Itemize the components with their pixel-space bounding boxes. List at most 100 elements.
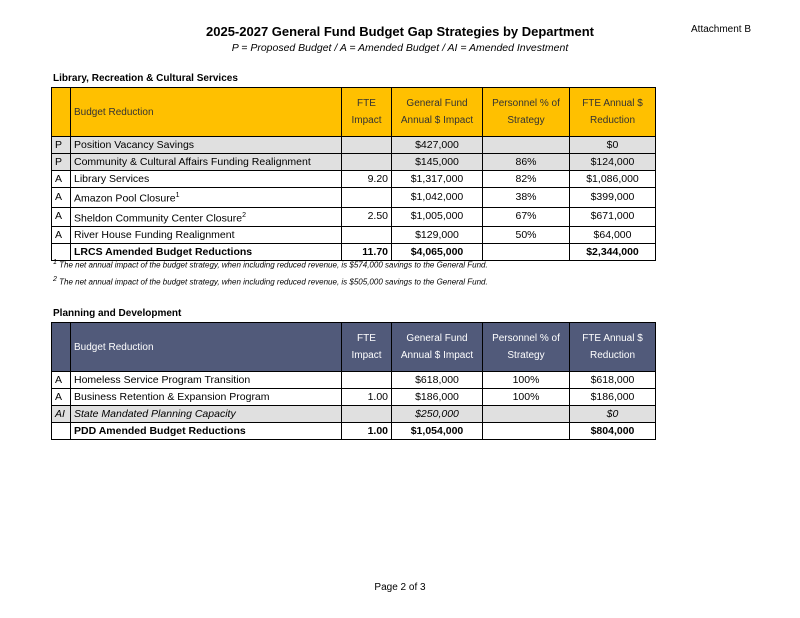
pct-value: 82% bbox=[515, 172, 537, 185]
table-row: A Sheldon Community Center Closure2 2.50 $1… bbox=[51, 206, 656, 227]
cell-type: AI bbox=[51, 405, 71, 423]
fte-value: 11.70 bbox=[362, 245, 388, 258]
cell-gf: $186,000 bbox=[391, 388, 483, 406]
cell-type: A bbox=[51, 371, 71, 389]
header-pct: Personnel % of Strategy bbox=[482, 87, 570, 137]
cell-gf: $618,000 bbox=[391, 371, 483, 389]
name-value: River House Funding Realignment bbox=[74, 228, 235, 241]
fte_red-value: $804,000 bbox=[590, 424, 635, 437]
table-row: A River House Funding Realignment $129,000… bbox=[51, 226, 656, 244]
attachment-label: Attachment B bbox=[691, 24, 752, 35]
header-fte_red: FTE Annual $ Reduction bbox=[569, 322, 656, 372]
cell-pct bbox=[482, 136, 570, 154]
section-title-pdd: Planning and Development bbox=[53, 308, 182, 319]
cell-fte bbox=[341, 226, 392, 244]
cell-name: Homeless Service Program Transition bbox=[70, 371, 342, 389]
cell-fte_red: $618,000 bbox=[569, 371, 656, 389]
name-value: Sheldon Community Center Closure bbox=[74, 212, 243, 224]
fte_red-value: $1,086,000 bbox=[586, 172, 639, 185]
cell-name: Library Services bbox=[70, 170, 342, 188]
footnote-mark: 2 bbox=[53, 276, 57, 283]
cell-pct: 67% bbox=[482, 206, 570, 227]
total-row: LRCS Amended Budget Reductions 11.70 $4,06… bbox=[51, 243, 656, 261]
cell-gf: $1,054,000 bbox=[391, 422, 483, 440]
footnote-2: 2 The net annual impact of the budget st… bbox=[53, 276, 488, 287]
name-value: Amazon Pool Closure bbox=[74, 192, 176, 205]
gf-value: $145,000 bbox=[415, 155, 459, 168]
type-value: AI bbox=[55, 407, 65, 420]
cell-pct bbox=[482, 243, 570, 261]
header-row: Budget Reduction FTE Impact General Fund A… bbox=[51, 87, 656, 137]
fte_red-value: $0 bbox=[606, 138, 619, 151]
cell-fte bbox=[341, 187, 392, 208]
pdd-table: Budget Reduction FTE Impact General Fund A… bbox=[51, 322, 656, 440]
pct-value: 67% bbox=[515, 210, 537, 223]
fte-value: 1.00 bbox=[367, 390, 388, 403]
cell-fte_red: $671,000 bbox=[569, 206, 656, 227]
fte-value: 2.50 bbox=[367, 210, 388, 223]
cell-fte_red: $186,000 bbox=[569, 388, 656, 406]
cell-name: River House Funding Realignment bbox=[70, 226, 342, 244]
cell-fte: 2.50 bbox=[341, 206, 392, 227]
cell-gf: $427,000 bbox=[391, 136, 483, 154]
document-subtitle: P = Proposed Budget / A = Amended Budget… bbox=[231, 42, 569, 54]
table-row: A Library Services 9.20 $1,317,000 82% $1,086… bbox=[51, 170, 656, 188]
name-value: Library Services bbox=[74, 172, 150, 185]
gf-value: $1,054,000 bbox=[410, 424, 464, 437]
cell-fte_red: $124,000 bbox=[569, 153, 656, 171]
cell-gf: $4,065,000 bbox=[391, 243, 483, 261]
cell-fte: 11.70 bbox=[341, 243, 392, 261]
type-value: A bbox=[55, 172, 63, 185]
cell-fte_red: $0 bbox=[569, 136, 656, 154]
footnote-text: The net annual impact of the budget stra… bbox=[59, 277, 488, 287]
header-type bbox=[51, 322, 71, 372]
header-fte: FTE Impact bbox=[341, 322, 392, 372]
gf-value: $129,000 bbox=[415, 228, 459, 241]
gf-value: $4,065,000 bbox=[410, 245, 464, 258]
pct-value: 38% bbox=[515, 190, 537, 203]
cell-type bbox=[51, 243, 71, 261]
fte_red-value: $671,000 bbox=[590, 210, 635, 223]
footnote-ref: 2 bbox=[242, 211, 246, 219]
cell-fte bbox=[341, 136, 392, 154]
cell-gf: $1,005,000 bbox=[391, 206, 483, 227]
pct-value: 86% bbox=[515, 155, 537, 168]
gf-value: $1,317,000 bbox=[410, 172, 464, 185]
fte_red-value: $399,000 bbox=[590, 190, 635, 203]
cell-name: Sheldon Community Center Closure2 bbox=[70, 206, 342, 227]
cell-type: A bbox=[51, 187, 71, 208]
cell-type: A bbox=[51, 226, 71, 244]
cell-pct: 100% bbox=[482, 388, 570, 406]
cell-pct: 100% bbox=[482, 371, 570, 389]
name-value: LRCS Amended Budget Reductions bbox=[74, 245, 253, 258]
cell-fte bbox=[341, 153, 392, 171]
type-value: P bbox=[55, 155, 63, 168]
fte-value: 1.00 bbox=[367, 424, 388, 437]
name-value: PDD Amended Budget Reductions bbox=[74, 424, 246, 437]
cell-fte_red: $2,344,000 bbox=[569, 243, 656, 261]
cell-gf: $129,000 bbox=[391, 226, 483, 244]
cell-pct bbox=[482, 405, 570, 423]
pct-value: 100% bbox=[512, 373, 540, 386]
cell-type: P bbox=[51, 136, 71, 154]
cell-fte_red: $1,086,000 bbox=[569, 170, 656, 188]
cell-pct: 38% bbox=[482, 187, 570, 208]
fte_red-value: $618,000 bbox=[590, 373, 635, 386]
pct-value: 100% bbox=[512, 390, 540, 403]
cell-name: PDD Amended Budget Reductions bbox=[70, 422, 342, 440]
name-value: State Mandated Planning Capacity bbox=[74, 407, 236, 420]
cell-fte: 1.00 bbox=[341, 388, 392, 406]
cell-name: Position Vacancy Savings bbox=[70, 136, 342, 154]
gf-value: $1,005,000 bbox=[410, 210, 464, 223]
cell-type: A bbox=[51, 388, 71, 406]
cell-fte_red: $64,000 bbox=[569, 226, 656, 244]
header-fte: FTE Impact bbox=[341, 87, 392, 137]
cell-name: LRCS Amended Budget Reductions bbox=[70, 243, 342, 261]
fte_red-value: $0 bbox=[606, 407, 619, 420]
cell-type: A bbox=[51, 206, 71, 227]
header-row: Budget Reduction FTE Impact General Fund A… bbox=[51, 322, 656, 372]
name-value: Homeless Service Program Transition bbox=[74, 373, 251, 386]
name-value: Position Vacancy Savings bbox=[74, 138, 195, 151]
gf-value: $250,000 bbox=[415, 407, 459, 420]
cell-name: Community & Cultural Affairs Funding Rea… bbox=[70, 153, 342, 171]
